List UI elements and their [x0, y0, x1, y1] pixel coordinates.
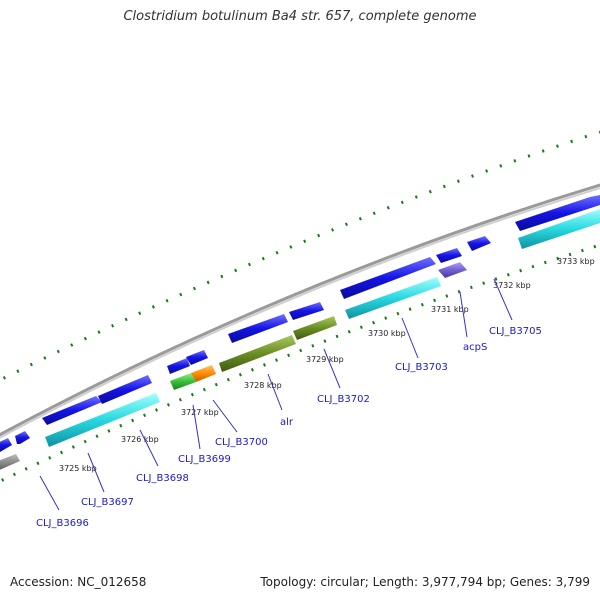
rna-feature[interactable] [518, 209, 600, 249]
orange-feature[interactable] [191, 365, 216, 382]
cds-feature[interactable] [42, 396, 102, 425]
tick-label: 3728 kbp [244, 381, 282, 390]
gene-label[interactable]: CLJ_B3700 [215, 437, 268, 448]
gene-label[interactable]: CLJ_B3705 [489, 326, 542, 337]
backbone-line-outer [0, 183, 600, 437]
tick-label: 3727 kbp [181, 408, 219, 417]
gene-label[interactable]: CLJ_B3702 [317, 394, 370, 405]
tick-label: 3729 kbp [306, 355, 344, 364]
tick-label: 3726 kbp [121, 435, 159, 444]
cds-feature[interactable] [436, 248, 462, 263]
cds-feature[interactable] [515, 195, 600, 231]
rna-feature[interactable] [45, 393, 160, 447]
gene-leader-lines [39, 278, 513, 511]
gene-label[interactable]: CLJ_B3697 [81, 497, 134, 508]
tick-label: 3732 kbp [493, 281, 531, 290]
olive-feature[interactable] [293, 316, 337, 340]
cds-feature[interactable] [15, 431, 30, 444]
gene-label[interactable]: CLJ_B3699 [178, 454, 231, 465]
accession-text: Accession: NC_012658 [10, 575, 147, 589]
gene-label[interactable]: alr [280, 417, 294, 428]
cds-feature[interactable] [186, 350, 208, 365]
gene-label[interactable]: CLJ_B3703 [395, 362, 448, 373]
tick-labels: 3725 kbp 3726 kbp 3727 kbp 3728 kbp 3729… [59, 257, 595, 473]
rna-feature[interactable] [345, 277, 441, 319]
genome-stats-text: Topology: circular; Length: 3,977,794 bp… [260, 575, 590, 589]
tick-label: 3731 kbp [431, 305, 469, 314]
map-title: Clostridium botulinum Ba4 str. 657, comp… [123, 9, 477, 24]
cds-feature[interactable] [228, 314, 288, 343]
cds-feature[interactable] [467, 236, 491, 251]
tick-label: 3733 kbp [557, 257, 595, 266]
forward-strand-features [0, 195, 600, 452]
olive-feature[interactable] [219, 335, 296, 372]
cds-feature[interactable] [0, 438, 12, 452]
cds-feature[interactable] [98, 375, 152, 404]
gene-label[interactable]: acpS [463, 342, 487, 353]
gene-label[interactable]: CLJ_B3698 [136, 473, 189, 484]
cds-feature[interactable] [289, 302, 324, 320]
green-feature[interactable] [170, 373, 196, 390]
tick-label: 3730 kbp [368, 329, 406, 338]
gray-feature[interactable] [0, 454, 20, 472]
reverse-strand-features [0, 209, 600, 472]
backbone-line-inner [0, 186, 600, 439]
outer-dotted-track [0, 130, 600, 382]
gene-labels: CLJ_B3696 CLJ_B3697 CLJ_B3698 CLJ_B3699 … [36, 326, 542, 529]
cds-feature[interactable] [340, 257, 436, 299]
tick-label: 3725 kbp [59, 464, 97, 473]
cds-feature[interactable] [167, 358, 190, 374]
lavender-feature[interactable] [438, 262, 467, 278]
gene-label[interactable]: CLJ_B3696 [36, 518, 89, 529]
